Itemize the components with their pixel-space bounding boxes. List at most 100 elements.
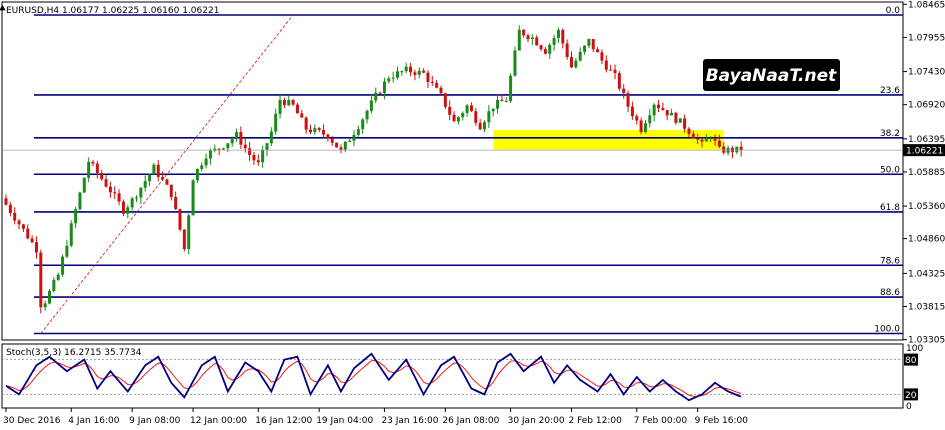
candle bbox=[361, 117, 365, 134]
candle bbox=[626, 90, 630, 112]
candle bbox=[400, 70, 404, 76]
trendline[interactable] bbox=[40, 14, 294, 334]
candle bbox=[396, 66, 399, 80]
candle bbox=[500, 94, 504, 102]
candle bbox=[21, 223, 25, 233]
stoch-level-box bbox=[904, 353, 918, 366]
candle bbox=[213, 144, 217, 153]
candle bbox=[700, 137, 704, 148]
candle bbox=[709, 136, 713, 143]
candle bbox=[613, 64, 617, 80]
stoch-level-label: 80 bbox=[905, 356, 917, 366]
candle bbox=[78, 191, 82, 211]
candle bbox=[300, 110, 304, 118]
candle bbox=[670, 108, 674, 116]
candle bbox=[643, 119, 647, 134]
time-tick-label: 23 Jan 16:00 bbox=[381, 416, 438, 426]
candle bbox=[387, 76, 391, 84]
candle bbox=[291, 98, 295, 106]
candle bbox=[130, 196, 134, 214]
candle bbox=[639, 117, 643, 135]
candle bbox=[143, 175, 147, 192]
candle bbox=[374, 87, 378, 104]
candle bbox=[369, 94, 373, 114]
candle bbox=[591, 38, 595, 53]
price-tick-label: 1.04325 bbox=[908, 269, 945, 279]
candle bbox=[687, 127, 691, 137]
candle bbox=[117, 189, 121, 206]
candle bbox=[239, 126, 243, 150]
fib-level-label: 100.0 bbox=[874, 325, 900, 335]
candle bbox=[356, 125, 360, 137]
fib-level-label: 38.2 bbox=[880, 129, 900, 139]
candle bbox=[661, 102, 665, 111]
watermark-text: BayaNaaT.net bbox=[706, 66, 837, 86]
candle bbox=[235, 128, 239, 142]
candle bbox=[391, 71, 395, 83]
candle bbox=[574, 57, 578, 69]
candle bbox=[265, 142, 269, 157]
candle bbox=[491, 108, 495, 117]
price-tick-label: 1.05885 bbox=[908, 168, 945, 178]
time-tick-label: 26 Jan 08:00 bbox=[442, 416, 499, 426]
candle bbox=[195, 168, 199, 183]
candle bbox=[174, 191, 178, 210]
candle bbox=[169, 184, 173, 201]
candle bbox=[204, 153, 208, 169]
time-tick-label: 9 Jan 08:00 bbox=[129, 416, 181, 426]
candle bbox=[517, 25, 521, 51]
candle bbox=[696, 133, 700, 145]
candle bbox=[713, 134, 717, 146]
stoch-level-label: 100 bbox=[906, 344, 923, 354]
candles-layer bbox=[4, 25, 743, 314]
main-chart-frame bbox=[1, 1, 904, 341]
candle bbox=[309, 124, 312, 135]
candle bbox=[648, 108, 652, 128]
price-tick-label: 1.04860 bbox=[908, 235, 945, 245]
price-tick-label: 1.08465 bbox=[908, 0, 945, 10]
price-axis: 1.08465 1.07955 1.07430 1.06920 1.06395 1.058… bbox=[903, 0, 945, 346]
candle bbox=[683, 114, 687, 133]
candle bbox=[56, 272, 60, 281]
candle bbox=[256, 154, 260, 166]
candle bbox=[378, 91, 382, 94]
price-tick-label: 1.06920 bbox=[908, 101, 945, 111]
fib-level-label: 78.6 bbox=[880, 256, 900, 266]
candle bbox=[456, 116, 460, 125]
candle bbox=[248, 141, 252, 161]
candle bbox=[483, 120, 486, 133]
candle bbox=[330, 135, 334, 146]
candle bbox=[304, 116, 308, 134]
candle bbox=[522, 29, 526, 38]
candle bbox=[665, 109, 669, 121]
triangle-up-icon bbox=[0, 4, 6, 11]
candle bbox=[600, 49, 604, 65]
current-price-box bbox=[903, 144, 945, 157]
candle bbox=[226, 143, 230, 153]
candle bbox=[722, 142, 726, 155]
candle bbox=[417, 67, 421, 79]
candle bbox=[161, 171, 165, 181]
fib-level-label: 0.0 bbox=[886, 6, 901, 16]
trendline-layer[interactable] bbox=[40, 14, 294, 334]
candle bbox=[139, 187, 143, 205]
candle bbox=[596, 47, 600, 53]
candle bbox=[556, 27, 560, 43]
candle bbox=[352, 130, 356, 147]
time-tick-label: 30 Jan 20:00 bbox=[508, 416, 565, 426]
candle bbox=[274, 108, 278, 135]
candle bbox=[326, 133, 330, 142]
candle bbox=[65, 239, 69, 259]
candle bbox=[513, 46, 517, 77]
candle bbox=[487, 104, 491, 128]
candle bbox=[587, 38, 591, 49]
candle bbox=[208, 148, 212, 165]
time-tick-label: 19 Jan 04:00 bbox=[316, 416, 373, 426]
candle bbox=[630, 101, 634, 120]
candle bbox=[365, 109, 369, 124]
candle bbox=[17, 218, 21, 230]
candle bbox=[100, 170, 104, 181]
stochastic-layer: 100 80 200 bbox=[2, 344, 923, 412]
candle bbox=[469, 102, 473, 112]
